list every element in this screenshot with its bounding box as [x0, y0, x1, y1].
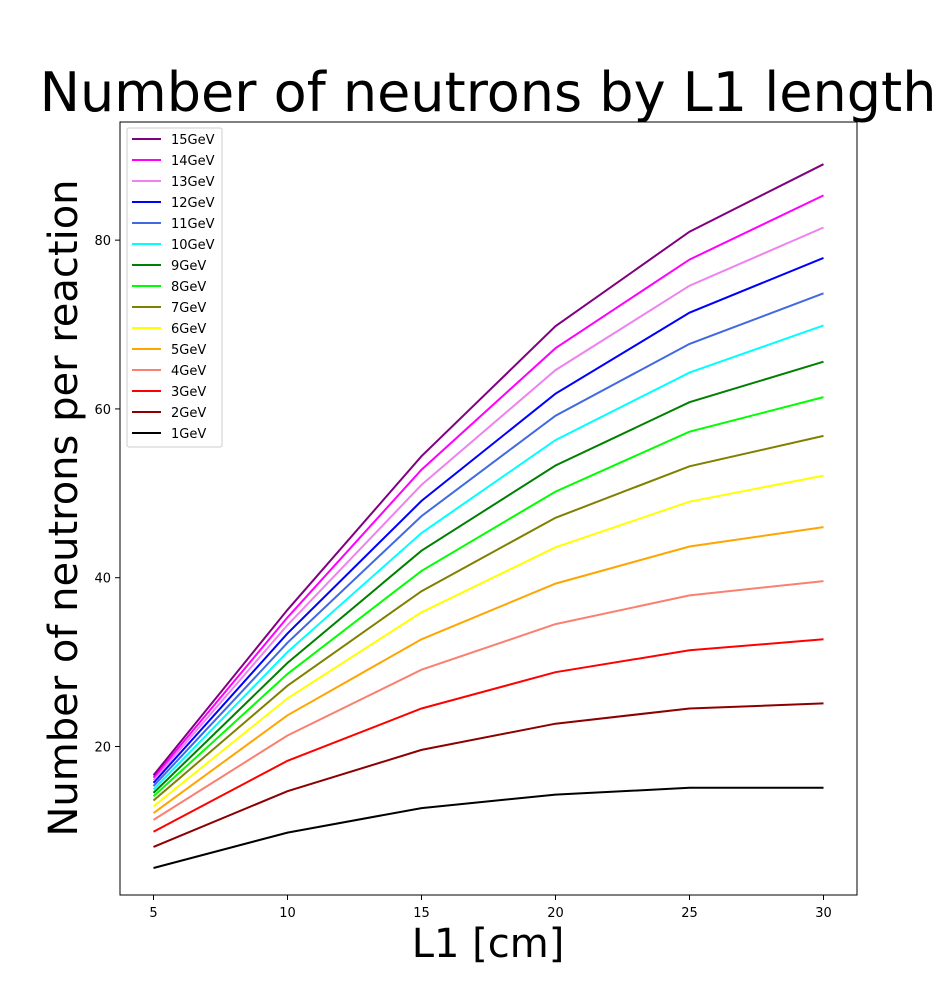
series-line-2GeV: [153, 702, 824, 848]
legend-box: [126, 127, 223, 448]
x-tick-label: 10: [279, 906, 296, 921]
legend-label: 6GeV: [171, 322, 206, 337]
x-axis-label: L1 [cm]: [412, 921, 565, 967]
plot-area: [152, 163, 824, 869]
y-tick-label: 20: [94, 740, 111, 755]
series-line-11GeV: [152, 292, 824, 787]
legend-label: 7GeV: [171, 301, 206, 316]
legend-label: 3GeV: [171, 385, 206, 400]
series-line-13GeV: [152, 226, 824, 781]
legend-label: 4GeV: [171, 364, 206, 379]
series-line-1GeV: [153, 786, 824, 869]
x-tick-label: 15: [413, 906, 430, 921]
legend-label: 9GeV: [171, 259, 206, 274]
series-line-9GeV: [152, 360, 824, 794]
axes: 5 10 15 20 25 30 20 40 60 80: [94, 121, 858, 921]
y-axis-label: Number of neutrons per reaction: [41, 179, 87, 836]
series-line-14GeV: [152, 194, 824, 779]
legend-label: 2GeV: [171, 406, 206, 421]
plot-frame: [119, 121, 858, 896]
legend-label: 8GeV: [171, 280, 206, 295]
legend-label: 10GeV: [171, 238, 215, 253]
y-tick-label: 40: [94, 572, 111, 587]
x-tick-label: 25: [681, 906, 698, 921]
legend-label: 15GeV: [171, 133, 215, 148]
series-line-5GeV: [152, 526, 824, 814]
series-line-15GeV: [152, 163, 824, 776]
legend-label: 12GeV: [171, 196, 215, 211]
y-tick-label: 60: [94, 403, 111, 418]
legend-label: 11GeV: [171, 217, 215, 232]
series-line-3GeV: [153, 638, 824, 833]
x-tick-label: 5: [149, 906, 157, 921]
legend-label: 14GeV: [171, 154, 215, 169]
chart-title: Number of neutrons by L1 length: [40, 61, 937, 124]
legend: 15GeV 14GeV 13GeV 12GeV 11GeV 10GeV 9GeV 8GeV 7G…: [126, 127, 223, 448]
x-tick-label: 30: [815, 906, 832, 921]
y-tick-label: 80: [94, 234, 111, 249]
legend-label: 13GeV: [171, 175, 215, 190]
series-line-7GeV: [152, 434, 824, 802]
x-tick-label: 20: [547, 906, 564, 921]
series-line-4GeV: [152, 580, 824, 821]
legend-label: 5GeV: [171, 343, 206, 358]
legend-label: 1GeV: [171, 427, 206, 442]
series-line-6GeV: [152, 474, 824, 808]
series-line-10GeV: [152, 324, 824, 791]
series-line-12GeV: [152, 256, 824, 784]
series-line-8GeV: [152, 396, 824, 798]
